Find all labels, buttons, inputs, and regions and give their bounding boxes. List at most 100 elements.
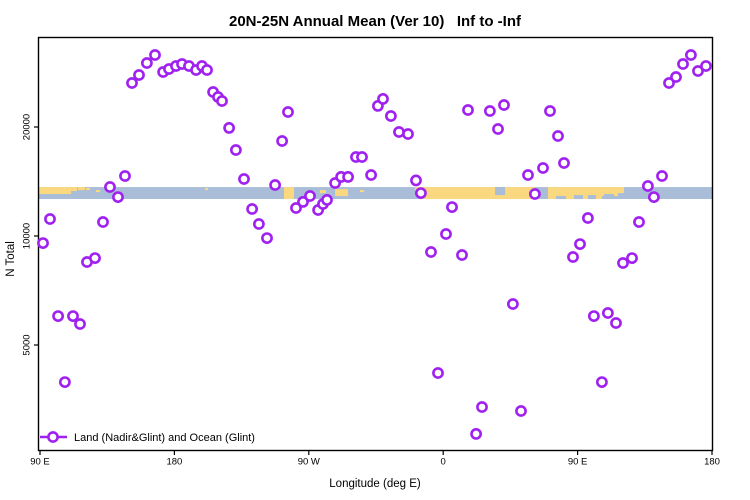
- data-point: [119, 170, 131, 182]
- data-point: [456, 249, 468, 261]
- data-point: [670, 71, 682, 83]
- data-point: [201, 64, 213, 76]
- chart-title: 20N-25N Annual Mean (Ver 10) Inf to -Inf: [229, 13, 522, 30]
- map-band: [38, 187, 713, 200]
- data-point: [297, 195, 309, 208]
- x-tick-label: 90 E: [568, 457, 588, 468]
- data-point: [238, 173, 250, 185]
- data-point: [89, 252, 101, 264]
- data-point: [229, 144, 242, 156]
- data-point: [498, 99, 510, 111]
- plot-border: [37, 36, 714, 452]
- data-point: [596, 376, 608, 388]
- legend: Land (Nadir&Glint) and Ocean (Glint): [40, 431, 255, 444]
- land-patch: [284, 187, 295, 200]
- data-point: [414, 187, 427, 199]
- data-point: [432, 367, 444, 379]
- data-point: [626, 252, 638, 264]
- data-point: [356, 151, 368, 163]
- data-point: [677, 58, 689, 70]
- land-patch: [600, 187, 619, 197]
- data-point: [282, 106, 294, 118]
- x-tick-label: 180: [166, 457, 182, 468]
- y-tick-label: 20000: [22, 114, 33, 140]
- data-point: [440, 228, 452, 240]
- data-point: [685, 49, 697, 61]
- data-point: [692, 65, 704, 77]
- x-tick-label: 90 W: [298, 457, 320, 468]
- data-point: [642, 180, 654, 192]
- data-point: [112, 191, 124, 203]
- data-point: [507, 298, 519, 310]
- data-point: [558, 157, 570, 169]
- axis-ticks: 90 E 180 90 W 0 90 E 180 5000 10000 20000: [22, 114, 720, 468]
- data-point: [52, 310, 64, 322]
- data-point: [617, 257, 629, 269]
- data-point: [290, 202, 302, 214]
- data-point: [446, 201, 458, 213]
- data-point: [648, 191, 660, 203]
- data-point: [261, 232, 273, 244]
- data-point: [216, 95, 228, 107]
- land-patch: [615, 187, 625, 194]
- data-points: [37, 49, 712, 440]
- data-point: [633, 216, 645, 228]
- x-tick-label: 180: [704, 457, 720, 468]
- data-point: [223, 122, 235, 134]
- data-point: [393, 126, 405, 138]
- land-patch: [96, 190, 101, 193]
- legend-label: Land (Nadir&Glint) and Ocean (Glint): [74, 432, 255, 444]
- data-point: [470, 427, 482, 440]
- data-point: [410, 174, 422, 187]
- land-patch: [548, 187, 602, 200]
- data-point: [252, 218, 265, 230]
- data-point: [425, 246, 437, 258]
- ocean-notch: [587, 195, 596, 200]
- ocean-notch: [604, 194, 615, 200]
- land-patch: [320, 190, 326, 194]
- land-patch: [420, 187, 535, 200]
- data-point: [492, 123, 504, 135]
- ocean-notch: [573, 195, 583, 200]
- ocean-notch: [555, 196, 566, 200]
- data-point: [37, 237, 49, 249]
- data-point: [246, 203, 258, 215]
- data-point: [74, 318, 86, 330]
- ocean-notch: [495, 187, 506, 196]
- data-point: [476, 401, 488, 413]
- x-tick-label: 90 E: [30, 457, 50, 468]
- data-point: [342, 170, 354, 183]
- data-point: [304, 190, 316, 202]
- data-point: [700, 60, 712, 72]
- data-point: [529, 188, 541, 200]
- data-point: [574, 238, 586, 250]
- data-point: [663, 77, 675, 89]
- x-axis-title: Longitude (deg E): [329, 478, 421, 490]
- data-point: [402, 128, 414, 140]
- data-point: [97, 216, 109, 228]
- data-point: [656, 170, 668, 182]
- data-point: [610, 317, 622, 329]
- data-point: [133, 69, 145, 81]
- data-point: [149, 49, 161, 61]
- data-point: [276, 135, 288, 147]
- land-patch: [85, 188, 91, 191]
- x-tick-label: 0: [441, 457, 446, 468]
- data-point: [462, 104, 474, 116]
- y-tick-label: 5000: [22, 334, 33, 355]
- data-point: [537, 162, 549, 174]
- data-point: [365, 169, 377, 181]
- data-point: [544, 105, 556, 117]
- data-point: [567, 251, 579, 263]
- data-point: [384, 110, 397, 122]
- data-point: [522, 169, 534, 181]
- data-point: [588, 310, 600, 322]
- land-patch: [205, 188, 208, 191]
- land-patch: [360, 190, 365, 193]
- data-point: [552, 130, 564, 142]
- y-tick-label: 10000: [22, 223, 33, 249]
- land-patch: [38, 187, 72, 195]
- land-patch: [335, 189, 349, 197]
- data-point: [44, 213, 56, 225]
